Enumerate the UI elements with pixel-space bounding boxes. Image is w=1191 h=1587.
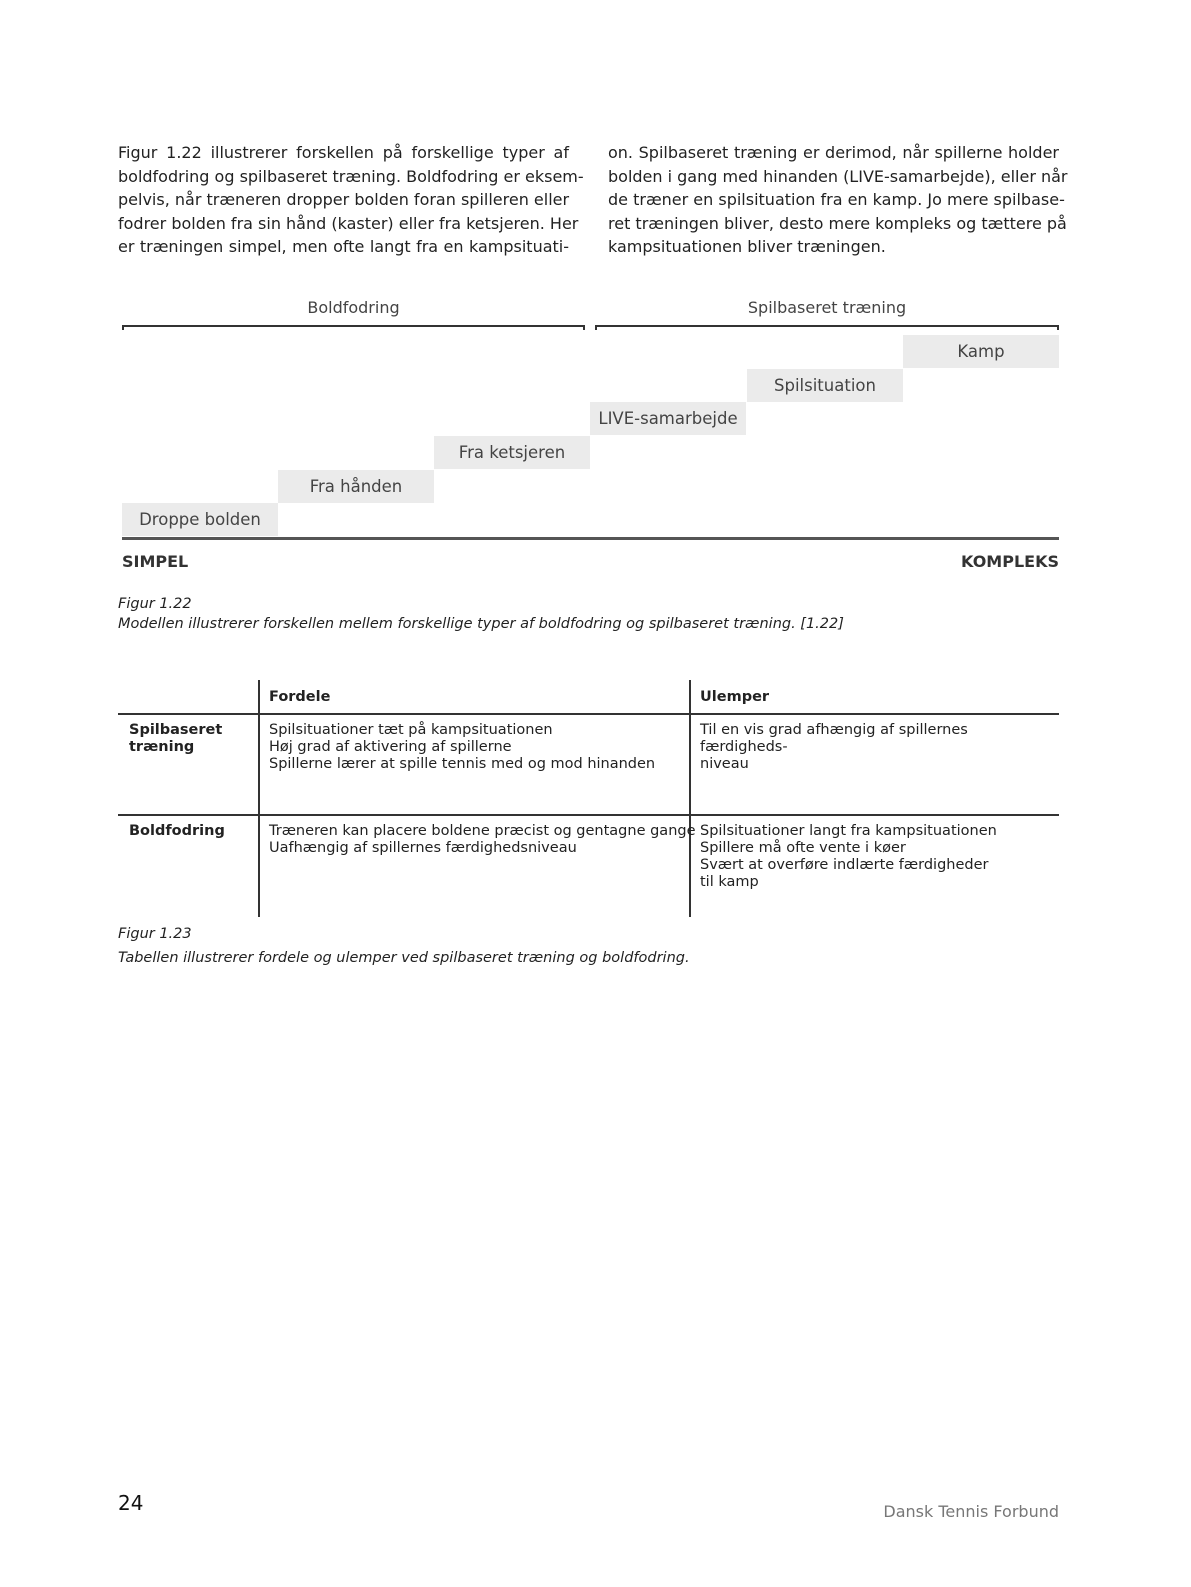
list-item: Spilsituationer tæt på kampsituationen — [269, 722, 553, 738]
label-line: Spilbaseret — [129, 722, 223, 738]
header-fordele: Fordele — [269, 689, 331, 705]
text-line: er træningen simpel, men ofte langt fra … — [118, 237, 569, 257]
row-divider — [118, 814, 1059, 816]
group-label-boldfodring: Boldfodring — [307, 298, 400, 317]
text-line: bolden i gang med hinanden (LIVE-samarbe… — [608, 166, 1068, 186]
pros-spilbaseret: Spilsituationer tæt på kampsituationen H… — [269, 722, 655, 773]
list-item: Træneren kan placere boldene præcist og … — [269, 823, 696, 839]
label-line: Boldfodring — [129, 823, 225, 839]
text-line: on. Spilbaseret træning er derimod, når … — [608, 143, 1059, 162]
step-kamp: Kamp — [903, 335, 1059, 368]
list-item: Høj grad af aktivering af spillerne — [269, 739, 512, 755]
group-bracket — [122, 325, 585, 330]
text-line: ret træningen bliver, desto mere komplek… — [608, 213, 1067, 233]
baseline — [122, 537, 1059, 540]
pros-cons-table: Fordele Ulemper Spilbaseret træning Spil… — [118, 680, 1059, 917]
pros-boldfodring: Træneren kan placere boldene præcist og … — [269, 823, 696, 857]
step-spilsituation: Spilsituation — [747, 369, 903, 402]
label-line: træning — [129, 739, 195, 755]
publisher-name: Dansk Tennis Forbund — [883, 1502, 1059, 1521]
list-item: Spillerne lærer at spille tennis med og … — [269, 756, 656, 772]
text-line: Figur 1.22 illustrerer forskellen på for… — [118, 143, 569, 162]
text-line: boldfodring og spilbaseret træning. Bold… — [118, 166, 584, 186]
list-item: Spillere må ofte vente i køer — [700, 840, 906, 856]
list-item: til kamp — [700, 874, 759, 890]
cons-spilbaseret: Til en vis grad afhængig af spillernes f… — [700, 722, 1059, 773]
body-text-right: on. Spilbaseret træning er derimod, når … — [608, 141, 1068, 259]
row-divider — [118, 713, 1059, 715]
step-fra-ketsjeren: Fra ketsjeren — [434, 436, 590, 469]
row-label-spilbaseret: Spilbaseret træning — [129, 722, 222, 756]
list-item: Uafhængig af spillernes færdighedsniveau — [269, 840, 577, 856]
list-item: niveau — [700, 756, 749, 772]
page-number: 24 — [118, 1491, 144, 1515]
figure-label: Figur 1.22 — [118, 596, 192, 612]
text-line: kampsituationen bliver træningen. — [608, 237, 886, 257]
row-label-boldfodring: Boldfodring — [129, 823, 225, 840]
column-divider — [689, 680, 691, 917]
figure-label: Figur 1.23 — [118, 926, 192, 942]
body-text-left: Figur 1.22 illustrerer forskellen på for… — [118, 141, 584, 259]
cons-boldfodring: Spilsituationer langt fra kampsituatione… — [700, 823, 997, 891]
group-bracket — [595, 325, 1059, 330]
group-label-spilbaseret: Spilbaseret træning — [747, 298, 907, 317]
axis-label-simpel: SIMPEL — [122, 552, 189, 571]
list-item: Svært at overføre indlærte færdigheder — [700, 857, 989, 873]
list-item: Til en vis grad afhængig af spillernes f… — [700, 722, 968, 755]
text-line: pelvis, når træneren dropper bolden fora… — [118, 190, 570, 210]
axis-label-kompleks: KOMPLEKS — [961, 552, 1059, 571]
column-divider — [258, 680, 260, 917]
step-droppe-bolden: Droppe bolden — [122, 503, 278, 536]
step-live-samarbejde: LIVE-samarbejde — [590, 402, 746, 435]
text-line: de træner en spilsituation fra en kamp. … — [608, 190, 1065, 210]
step-fra-haanden: Fra hånden — [278, 470, 434, 503]
figure-caption: Tabellen illustrerer fordele og ulemper … — [118, 950, 690, 966]
figure-caption: Modellen illustrerer forskellen mellem f… — [118, 616, 844, 632]
text-line: fodrer bolden fra sin hånd (kaster) elle… — [118, 213, 579, 233]
header-ulemper: Ulemper — [700, 689, 770, 705]
list-item: Spilsituationer langt fra kampsituatione… — [700, 823, 997, 839]
